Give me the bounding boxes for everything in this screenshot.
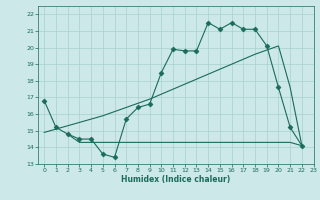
X-axis label: Humidex (Indice chaleur): Humidex (Indice chaleur) [121, 175, 231, 184]
